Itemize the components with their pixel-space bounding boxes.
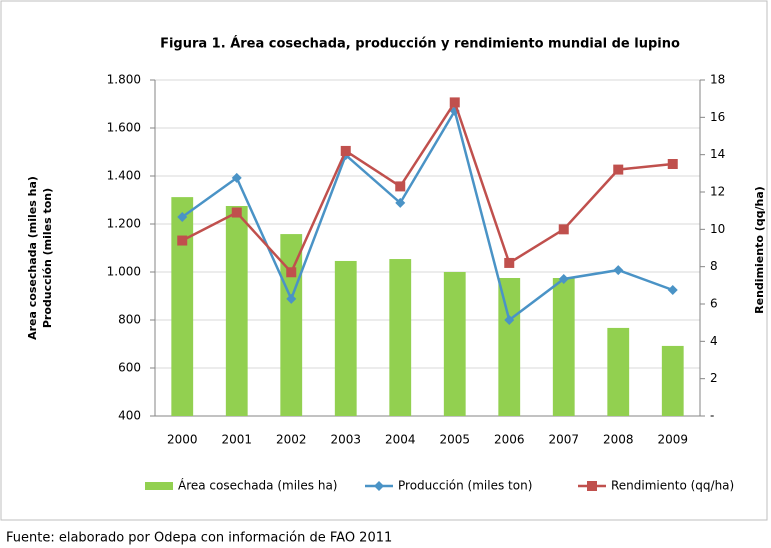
y-tick-label: 400 <box>118 409 141 423</box>
bar <box>443 272 466 416</box>
y2-tick-label: 12 <box>710 185 725 199</box>
y2-tick-label: 8 <box>710 259 718 273</box>
bar <box>334 260 357 416</box>
point <box>231 207 242 218</box>
y2-tick-label: 6 <box>710 297 718 311</box>
legend-marker <box>587 481 597 491</box>
x-tick-label: 2006 <box>494 433 525 447</box>
y-tick-label: 1.600 <box>107 121 141 135</box>
point <box>558 273 569 284</box>
legend-label: Área cosechada (miles ha) <box>178 478 337 493</box>
x-tick-label: 2003 <box>330 433 361 447</box>
y-tick-label: 600 <box>118 361 141 375</box>
point <box>449 97 460 108</box>
point <box>177 212 188 223</box>
y2-tick-label: 14 <box>710 147 725 161</box>
chart-frame <box>0 0 768 521</box>
point <box>177 235 188 246</box>
x-tick-label: 2002 <box>276 433 307 447</box>
y2-tick-label: 18 <box>710 73 725 87</box>
point <box>613 265 624 276</box>
point <box>340 145 351 156</box>
legend-label: Producción (miles ton) <box>398 479 532 493</box>
bar <box>280 234 303 416</box>
y-axis-label: Area cosechada (miles ha) <box>26 176 39 340</box>
y2-tick-label: 2 <box>710 371 718 385</box>
line <box>181 107 674 323</box>
x-tick-label: 2008 <box>603 433 634 447</box>
source-note: Fuente: elaborado por Odepa con informac… <box>6 531 392 546</box>
x-tick-label: 2001 <box>221 433 252 447</box>
bar <box>171 197 194 416</box>
point <box>504 257 515 268</box>
point <box>504 315 515 325</box>
y2-axis-label: Rendimiento (qq/ha) <box>753 186 766 314</box>
y-tick-label: 1.800 <box>107 73 141 87</box>
bar <box>225 206 248 416</box>
point <box>395 197 406 208</box>
y2-tick-label: 4 <box>710 334 718 348</box>
x-tick-label: 2007 <box>548 433 579 447</box>
y-tick-label: 800 <box>118 313 141 327</box>
line <box>181 99 673 275</box>
point <box>667 159 678 169</box>
bar <box>389 259 412 416</box>
point <box>558 224 569 235</box>
y2-tick-label: 16 <box>710 110 725 124</box>
chart-title: Figura 1. Área cosechada, producción y r… <box>160 36 680 52</box>
y-tick-label: 1.400 <box>107 169 141 183</box>
x-tick-label: 2000 <box>167 433 198 447</box>
point <box>286 293 297 304</box>
y-tick-label: 1.200 <box>107 217 141 231</box>
point <box>231 172 242 183</box>
x-tick-label: 2005 <box>439 433 470 447</box>
y2-tick-label: 10 <box>710 222 725 236</box>
point <box>286 267 297 278</box>
legend-marker <box>374 481 384 491</box>
y2-tick-label: - <box>710 409 714 423</box>
bar <box>607 327 630 416</box>
point <box>613 164 624 175</box>
legend-label: Rendimiento (qq/ha) <box>611 479 734 493</box>
point <box>395 181 406 192</box>
bar <box>498 278 521 416</box>
bar <box>552 278 575 416</box>
bar <box>661 345 684 416</box>
legend-swatch <box>145 482 173 490</box>
x-tick-label: 2009 <box>657 433 688 447</box>
point <box>667 285 678 295</box>
x-tick-label: 2004 <box>385 433 416 447</box>
y-tick-label: 1.000 <box>107 265 141 279</box>
y-axis-label: Producción (miles ton) <box>41 188 54 328</box>
